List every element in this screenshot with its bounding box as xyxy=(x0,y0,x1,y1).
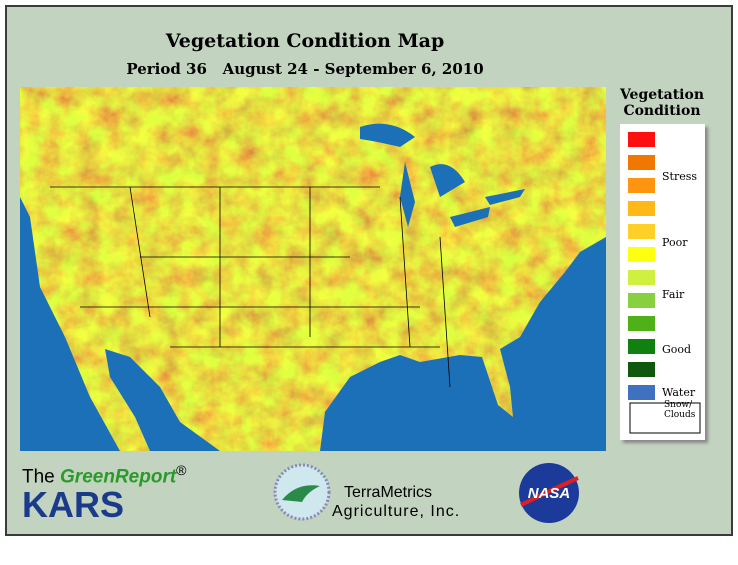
nasa-text: NASA xyxy=(528,485,571,502)
legend-label: Good xyxy=(662,343,691,356)
logo-text: GreenReport xyxy=(60,466,177,488)
legend-title: Vegetation Condition xyxy=(619,87,705,119)
legend-swatch xyxy=(628,339,655,354)
legend-swatch xyxy=(628,247,655,262)
legend-label: Stress xyxy=(662,170,697,183)
legend-swatch xyxy=(628,385,655,400)
legend-swatch xyxy=(628,293,655,308)
legend-label: Fair xyxy=(662,288,685,301)
terrametrics-sub: Agriculture, Inc. xyxy=(332,503,461,520)
legend-swatch xyxy=(628,316,655,331)
legend-label: Poor xyxy=(662,236,688,249)
logo-text: ® xyxy=(176,462,187,478)
legend-label: Water xyxy=(662,386,696,399)
legend-swatch xyxy=(629,402,701,434)
borders xyxy=(50,186,451,388)
legend-swatch xyxy=(628,362,655,377)
legend-swatch xyxy=(628,155,655,170)
title: Vegetation Condition Map xyxy=(165,30,445,52)
greenreport-logo: The GreenReport® xyxy=(22,462,187,488)
legend-swatch xyxy=(628,201,655,216)
kars-logo: KARS xyxy=(22,484,125,525)
legend: Stress Poor Fair Good Water Snow/ Clouds xyxy=(620,124,705,440)
legend-swatch xyxy=(628,224,655,239)
lakes xyxy=(360,123,525,227)
vegetation-map xyxy=(20,87,606,451)
subtitle: Period 36 August 24 - September 6, 2010 xyxy=(126,60,484,78)
legend-swatch xyxy=(628,270,655,285)
nasa-logo: NASA xyxy=(519,463,579,523)
legend-swatch xyxy=(628,132,655,147)
legend-label: Snow/ Clouds xyxy=(664,400,696,420)
legend-swatch xyxy=(628,178,655,193)
terrametrics-name: TerraMetrics xyxy=(344,484,433,501)
logo-text: The xyxy=(22,466,55,488)
legend-swatches: Stress Poor Fair Good Water xyxy=(628,132,701,434)
terrametrics-icon xyxy=(273,463,331,521)
